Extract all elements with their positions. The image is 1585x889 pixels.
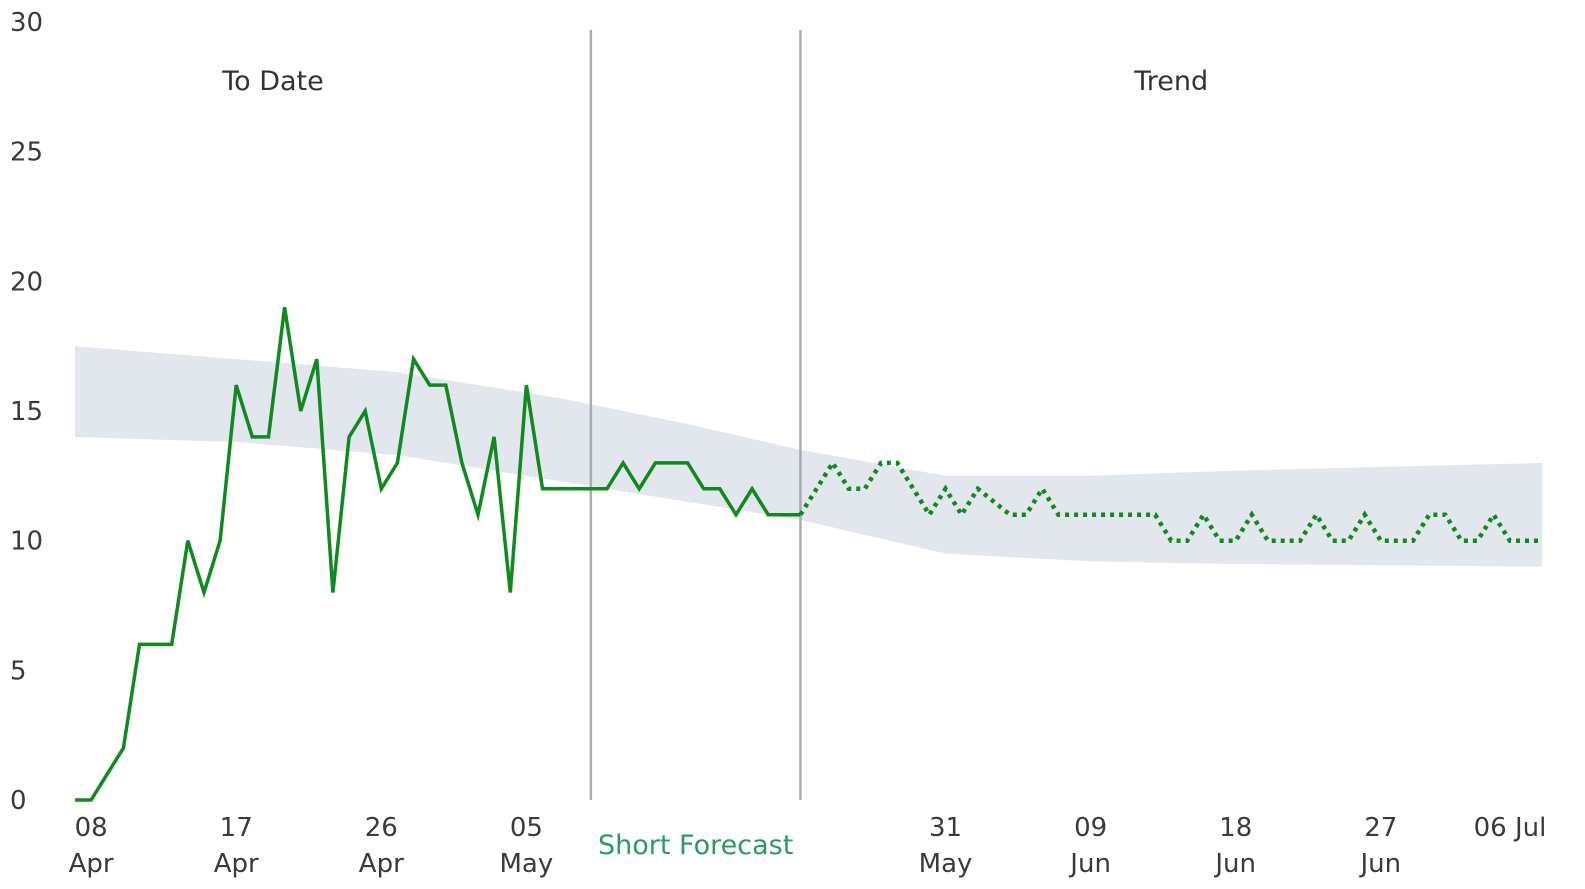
x-tick-label-month: Jun (1358, 849, 1401, 879)
region-labels: To Date Short Forecast Trend (221, 66, 1208, 861)
region-label-to-date: To Date (221, 66, 324, 97)
x-tick-label: 08 (75, 813, 108, 843)
y-tick-label: 10 (10, 527, 43, 557)
x-tick-label-month: Jun (1068, 849, 1111, 879)
region-label-short-forecast: Short Forecast (598, 830, 793, 861)
x-tick-label: 06 Jul (1474, 813, 1547, 843)
band-layer (75, 346, 1542, 567)
y-tick-label: 20 (10, 267, 43, 297)
x-tick-label: 09 (1074, 813, 1107, 843)
x-tick-label: 05 (510, 813, 543, 843)
x-tick-label-month: Jun (1213, 849, 1256, 879)
y-axis: 0 5 10 15 20 25 30 (10, 8, 43, 816)
x-tick-label-month: May (500, 849, 554, 879)
x-tick-label: 31 (929, 813, 962, 843)
y-tick-label: 25 (10, 138, 43, 168)
x-tick-label: 27 (1364, 813, 1397, 843)
y-tick-label: 0 (10, 786, 27, 816)
series-line-solid (75, 307, 801, 802)
y-tick-label: 5 (10, 656, 27, 686)
y-tick-label: 15 (10, 397, 43, 427)
divider-layer (589, 30, 802, 800)
x-tick-label-month: May (919, 849, 973, 879)
region-label-trend: Trend (1133, 66, 1208, 97)
x-tick-label: 26 (365, 813, 398, 843)
x-axis: 08 Apr 17 Apr 26 Apr 05 May 31 May 09 Jun 18 Jun 27 Jun… (69, 813, 1547, 879)
y-tick-label: 30 (10, 8, 43, 38)
x-tick-label-month: Apr (69, 849, 114, 879)
x-tick-label: 17 (220, 813, 253, 843)
x-tick-label: 18 (1219, 813, 1252, 843)
x-tick-label-month: Apr (359, 849, 404, 879)
x-tick-label-month: Apr (214, 849, 259, 879)
confidence-band (75, 346, 1542, 567)
series-layer (75, 307, 1542, 802)
